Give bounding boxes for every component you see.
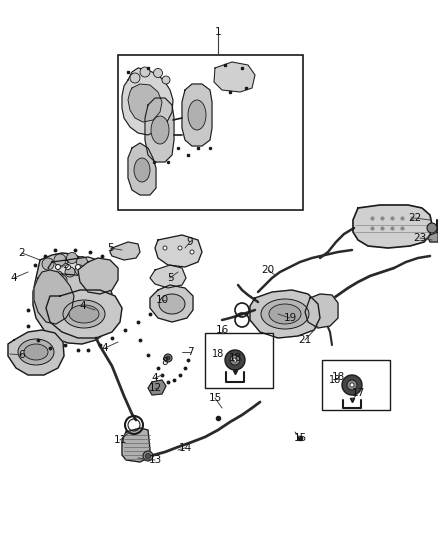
Circle shape	[56, 264, 60, 270]
Circle shape	[143, 451, 153, 461]
Circle shape	[178, 246, 182, 250]
Polygon shape	[145, 98, 174, 162]
Circle shape	[190, 250, 194, 254]
Circle shape	[42, 258, 54, 270]
Circle shape	[85, 263, 95, 272]
Text: 4: 4	[11, 273, 18, 283]
Circle shape	[54, 254, 66, 266]
Text: 11: 11	[113, 435, 127, 445]
Circle shape	[145, 454, 151, 458]
Ellipse shape	[159, 294, 185, 314]
Bar	[322, 360, 390, 410]
Text: 19: 19	[283, 313, 297, 323]
Ellipse shape	[18, 339, 54, 365]
Text: 18: 18	[332, 372, 345, 382]
Text: 17: 17	[351, 388, 364, 398]
Text: 18: 18	[212, 349, 224, 359]
Text: 9: 9	[187, 237, 193, 247]
Polygon shape	[155, 235, 202, 267]
Text: 8: 8	[162, 357, 168, 367]
Circle shape	[350, 383, 354, 387]
Text: 4: 4	[80, 301, 86, 311]
Text: 7: 7	[187, 347, 193, 357]
Text: 21: 21	[298, 335, 311, 345]
Polygon shape	[78, 258, 118, 294]
Circle shape	[427, 223, 437, 233]
Text: 4: 4	[102, 343, 108, 353]
Polygon shape	[182, 84, 212, 146]
Text: 23: 23	[413, 233, 427, 243]
Ellipse shape	[24, 344, 48, 360]
Ellipse shape	[63, 300, 105, 328]
Bar	[205, 333, 273, 388]
Circle shape	[153, 69, 162, 77]
Circle shape	[66, 264, 71, 270]
Polygon shape	[150, 265, 186, 288]
Polygon shape	[122, 428, 150, 462]
Polygon shape	[214, 62, 255, 92]
Text: 1: 1	[215, 27, 221, 37]
Circle shape	[233, 358, 237, 362]
Text: 10: 10	[155, 295, 169, 305]
Text: 18: 18	[228, 353, 242, 363]
Circle shape	[342, 375, 362, 395]
Text: 22: 22	[408, 213, 422, 223]
Text: 3: 3	[62, 260, 68, 270]
Text: 4: 4	[152, 373, 158, 383]
Circle shape	[164, 354, 172, 362]
Circle shape	[130, 73, 140, 83]
Circle shape	[140, 67, 150, 77]
Circle shape	[45, 273, 55, 283]
Polygon shape	[122, 68, 173, 135]
Text: 6: 6	[19, 350, 25, 360]
Polygon shape	[150, 285, 193, 322]
Text: 5: 5	[107, 243, 113, 253]
Circle shape	[77, 256, 88, 268]
Circle shape	[75, 265, 85, 275]
Ellipse shape	[188, 100, 206, 130]
Polygon shape	[110, 242, 140, 260]
Polygon shape	[353, 205, 432, 248]
Text: 14: 14	[178, 443, 192, 453]
Text: 20: 20	[261, 265, 275, 275]
Circle shape	[75, 264, 81, 270]
Polygon shape	[48, 257, 100, 276]
Polygon shape	[34, 270, 74, 324]
Circle shape	[163, 246, 167, 250]
Text: 18: 18	[329, 375, 341, 385]
Bar	[118, 55, 303, 210]
Polygon shape	[428, 232, 438, 242]
Polygon shape	[250, 290, 320, 338]
Text: 12: 12	[148, 383, 162, 393]
Circle shape	[347, 380, 357, 390]
Text: 16: 16	[215, 325, 229, 335]
Ellipse shape	[261, 299, 309, 329]
Circle shape	[230, 355, 240, 365]
Ellipse shape	[134, 158, 150, 182]
Circle shape	[65, 267, 75, 277]
Circle shape	[67, 253, 78, 263]
Text: 5: 5	[167, 273, 173, 283]
Circle shape	[85, 264, 91, 270]
Circle shape	[225, 350, 245, 370]
Polygon shape	[8, 330, 64, 375]
Circle shape	[162, 76, 170, 84]
Circle shape	[166, 356, 170, 360]
Polygon shape	[33, 253, 114, 344]
Ellipse shape	[69, 305, 99, 323]
Polygon shape	[305, 294, 338, 328]
Text: 15: 15	[293, 433, 307, 443]
Polygon shape	[128, 143, 156, 195]
Circle shape	[57, 275, 67, 285]
Polygon shape	[46, 290, 122, 338]
Ellipse shape	[151, 116, 169, 144]
Polygon shape	[128, 84, 162, 122]
Text: 2: 2	[19, 248, 25, 258]
Polygon shape	[148, 380, 166, 395]
Text: 15: 15	[208, 393, 222, 403]
Text: 13: 13	[148, 455, 162, 465]
Circle shape	[53, 271, 63, 281]
Ellipse shape	[269, 304, 301, 324]
